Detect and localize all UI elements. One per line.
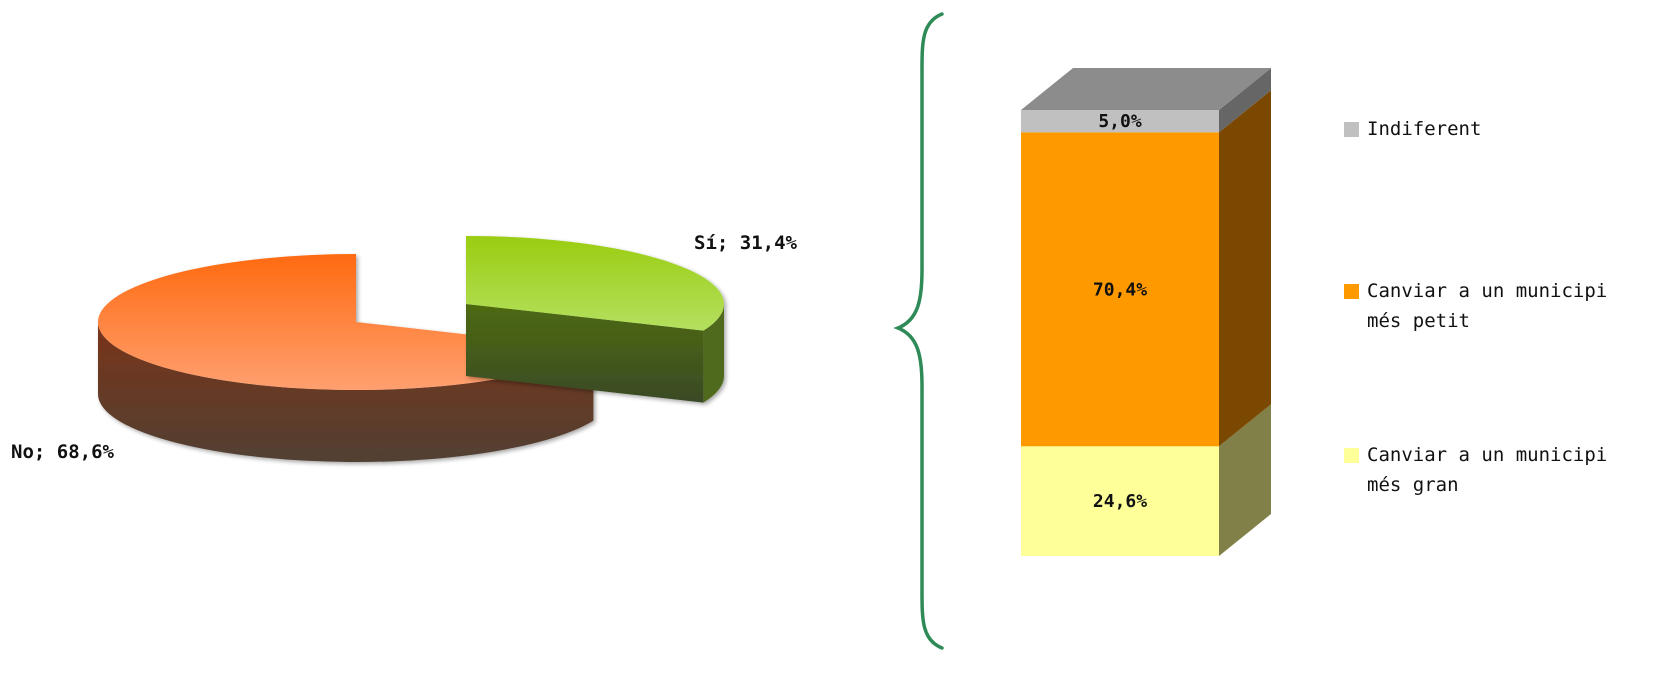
- bar-segment-2: 70,4%: [1021, 90, 1271, 447]
- bar-segment-front: [1021, 110, 1219, 133]
- bar-segment-label: 5,0%: [1098, 111, 1142, 132]
- stacked-bar-chart: 24,6% 70,4% 5,0%: [1021, 68, 1271, 556]
- pie-slice-no-side: [98, 322, 594, 462]
- bar-segment-side: [1219, 404, 1271, 556]
- bar-segment-1: 24,6%: [1021, 404, 1271, 556]
- legend-item-1: Indiferent: [1344, 118, 1481, 140]
- legend-label: Canviar a un municipi: [1367, 444, 1607, 466]
- legend-swatch: [1344, 284, 1359, 299]
- pie-chart: Sí; 31,4% No; 68,6%: [11, 232, 798, 463]
- legend-label: més petit: [1367, 310, 1470, 332]
- pie-slice-si-rim: [703, 304, 724, 403]
- pie-slice-si-cut: [466, 304, 704, 403]
- legend-label: Indiferent: [1367, 118, 1481, 140]
- bar-segment-front: [1021, 132, 1219, 447]
- bar-segment-3: 5,0%: [1021, 68, 1271, 133]
- legend-label: Canviar a un municipi: [1367, 280, 1607, 302]
- legend-item-3: Canviar a un municipi més gran: [1344, 444, 1607, 496]
- bar-top-face: [1021, 68, 1271, 110]
- bar-segment-label: 70,4%: [1093, 279, 1147, 300]
- curly-brace-connector: [893, 12, 944, 650]
- bar-segment-side: [1219, 68, 1271, 133]
- legend-item-2: Canviar a un municipi més petit: [1344, 280, 1607, 332]
- pie-label-si: Sí; 31,4%: [694, 232, 798, 254]
- legend-label: més gran: [1367, 474, 1459, 496]
- pie-label-no: No; 68,6%: [11, 441, 115, 463]
- pie-slice-si-top: [466, 236, 724, 331]
- legend-swatch: [1344, 448, 1359, 463]
- bar-segment-side: [1219, 90, 1271, 447]
- pie-slice-si: [466, 236, 724, 403]
- legend-swatch: [1344, 122, 1359, 137]
- legend: Indiferent Canviar a un municipi més petit…: [1344, 118, 1607, 496]
- bar-segment-label: 24,6%: [1093, 491, 1147, 512]
- bar-segment-front: [1021, 446, 1219, 556]
